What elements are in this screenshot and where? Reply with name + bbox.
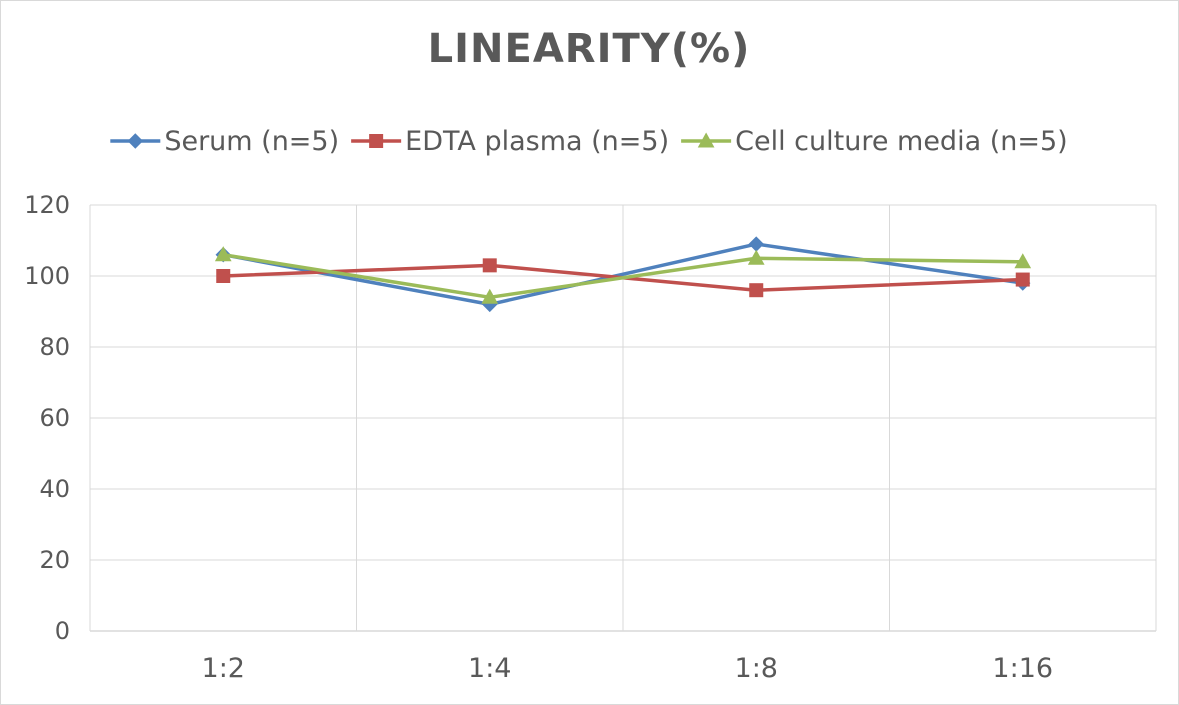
data-point	[214, 246, 232, 262]
y-axis-tick-labels: 0 20 40 60 80 100 120	[24, 191, 70, 645]
chart-title: LINEARITY(%)	[428, 26, 751, 72]
y-tick-label: 0	[55, 617, 70, 645]
legend: Serum (n=5) EDTA plasma (n=5) Cell culture…	[110, 126, 1068, 157]
series-2	[214, 246, 1032, 304]
y-tick-label: 60	[39, 404, 70, 432]
data-point	[748, 236, 764, 252]
legend-label: Serum (n=5)	[164, 126, 339, 157]
y-tick-label: 120	[24, 191, 70, 219]
data-point	[749, 283, 764, 298]
data-point	[1014, 253, 1032, 269]
data-point	[481, 288, 499, 304]
legend-item: Serum (n=5)	[110, 126, 339, 157]
y-tick-label: 20	[39, 546, 70, 574]
x-axis-tick-labels: 1:2 1:4 1:8 1:16	[202, 653, 1054, 684]
x-tick-label: 1:16	[992, 653, 1053, 684]
series-line	[222, 242, 1024, 307]
legend-marker	[127, 133, 144, 149]
y-tick-label: 80	[39, 333, 70, 361]
legend-marker	[369, 134, 384, 148]
legend-label: Cell culture media (n=5)	[735, 126, 1068, 157]
x-tick-label: 1:4	[468, 653, 511, 684]
data-point	[216, 269, 231, 283]
legend-marker	[697, 132, 715, 148]
data-point	[747, 249, 765, 265]
series-layer	[214, 236, 1032, 313]
legend-item: Cell culture media (n=5)	[681, 126, 1068, 157]
data-point	[1015, 272, 1030, 287]
series-line	[222, 252, 1023, 300]
y-tick-label: 100	[24, 262, 70, 290]
gridlines	[89, 204, 1157, 632]
legend-label: EDTA plasma (n=5)	[405, 126, 669, 157]
legend-item: EDTA plasma (n=5)	[351, 126, 669, 157]
x-tick-label: 1:2	[202, 653, 245, 684]
y-tick-label: 40	[39, 475, 70, 503]
data-point	[482, 258, 497, 273]
x-tick-label: 1:8	[735, 653, 778, 684]
